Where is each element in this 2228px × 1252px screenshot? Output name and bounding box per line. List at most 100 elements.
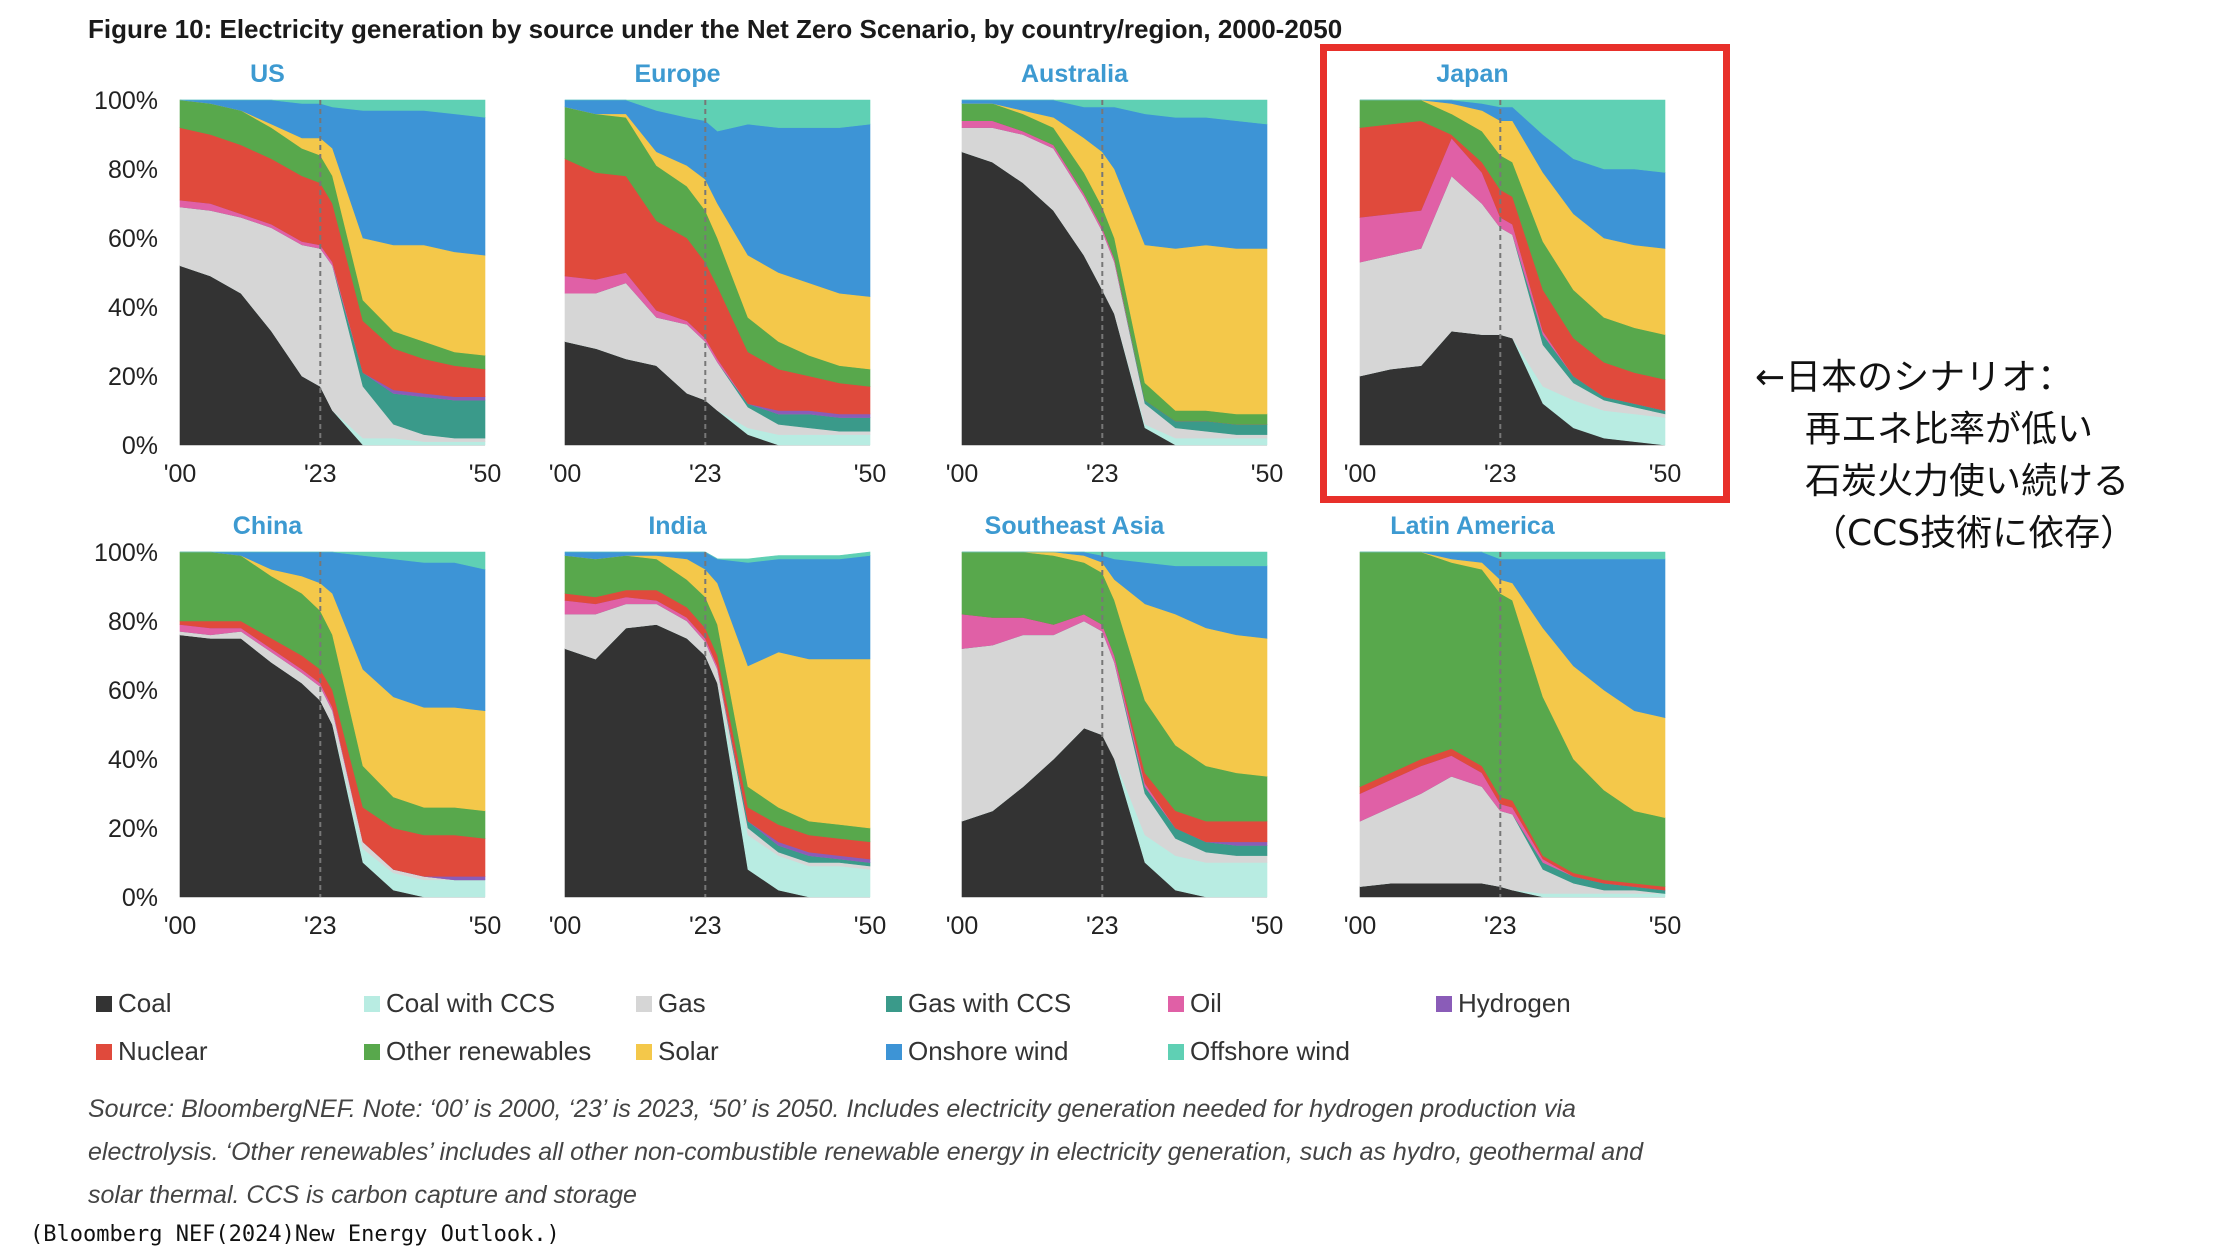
legend-label: Hydrogen	[1458, 988, 1571, 1018]
figure-title: Figure 10: Electricity generation by sou…	[88, 14, 1343, 44]
xtick-southeast-asia-0: '00	[946, 912, 979, 940]
legend-item-offshore-wind: Offshore wind	[1168, 1036, 1350, 1067]
xtick-india-2: '50	[854, 912, 887, 940]
ytick-china-1: 20%	[108, 815, 158, 843]
legend-swatch	[96, 1043, 112, 1060]
xtick-japan-2: '50	[1649, 460, 1682, 488]
charts-grid: US 0% 20% 40% 60% 80% 100% '00 '23 '50 Europe '00 '2…	[94, 60, 1682, 940]
legend-label: Gas	[658, 988, 706, 1018]
legend-label: Coal with CCS	[386, 988, 556, 1018]
xtick-australia-2: '50	[1251, 460, 1284, 488]
citation: (Bloomberg NEF(2024)New Energy Outlook.)	[30, 1222, 560, 1247]
xtick-southeast-asia-1: '23	[1086, 912, 1119, 940]
ytick-us-3: 60%	[108, 225, 158, 253]
legend-swatch	[886, 995, 902, 1012]
area-europe-offshore-wind	[565, 99, 871, 132]
xtick-australia-0: '00	[946, 460, 979, 488]
xtick-latin-america-2: '50	[1649, 912, 1682, 940]
panel-title-japan: Japan	[1436, 60, 1508, 88]
ytick-china-2: 40%	[108, 746, 158, 774]
area-southeast-asia-offshore-wind	[962, 551, 1268, 567]
legend-swatch	[364, 1043, 380, 1060]
legend-swatch	[636, 1043, 652, 1060]
legend-item-hydrogen: Hydrogen	[1436, 988, 1571, 1019]
panel-title-europe: Europe	[634, 60, 720, 88]
xtick-europe-1: '23	[689, 460, 722, 488]
annotation-line-2: 再エネ比率が低い	[1805, 409, 2094, 450]
source-note: Source: BloombergNEF. Note: ‘00’ is 2000…	[88, 1095, 1644, 1209]
legend-item-coal: Coal	[96, 988, 171, 1019]
ytick-us-1: 20%	[108, 363, 158, 391]
panel-title-china: China	[233, 512, 304, 540]
xtick-japan-0: '00	[1344, 460, 1377, 488]
panel-us: US 0% 20% 40% 60% 80% 100% '00 '23 '50	[94, 60, 501, 488]
area-china-offshore-wind	[180, 551, 486, 570]
legend-swatch	[636, 995, 652, 1012]
legend-swatch	[1168, 1043, 1184, 1060]
xtick-china-1: '23	[304, 912, 337, 940]
panel-japan: Japan '00 '23 '50	[1344, 60, 1682, 488]
panel-title-southeast-asia: Southeast Asia	[985, 512, 1166, 540]
legend-swatch	[1436, 995, 1452, 1012]
xtick-us-2: '50	[469, 460, 502, 488]
xtick-india-0: '00	[549, 912, 582, 940]
legend-label: Onshore wind	[908, 1036, 1069, 1066]
area-latin-america-offshore-wind	[1360, 551, 1666, 560]
xtick-southeast-asia-2: '50	[1251, 912, 1284, 940]
area-us-offshore-wind	[180, 99, 486, 118]
xtick-latin-america-0: '00	[1344, 912, 1377, 940]
legend-label: Other renewables	[386, 1036, 592, 1066]
panel-southeast-asia: Southeast Asia '00 '23 '50	[946, 512, 1284, 940]
panel-title-australia: Australia	[1021, 60, 1129, 88]
panel-europe: Europe '00 '23 '50	[549, 60, 887, 488]
panel-title-us: US	[250, 60, 285, 88]
panel-latin-america: Latin America '00 '23 '50	[1344, 512, 1682, 940]
annotation-line-4: （CCS技術に依存）	[1811, 513, 2137, 554]
legend-item-gas: Gas	[636, 988, 706, 1019]
ytick-us-0: 0%	[122, 432, 158, 460]
xtick-australia-1: '23	[1086, 460, 1119, 488]
ytick-china-4: 80%	[108, 608, 158, 636]
xtick-china-0: '00	[164, 912, 197, 940]
legend: Coal Coal with CCS Gas Gas with CCS Oil Hydro…	[96, 988, 1656, 1088]
legend-swatch	[886, 1043, 902, 1060]
panel-india: India '00 '23 '50	[549, 512, 887, 940]
legend-swatch	[1168, 995, 1184, 1012]
legend-item-onshore-wind: Onshore wind	[886, 1036, 1068, 1067]
legend-item-gas-with-ccs: Gas with CCS	[886, 988, 1071, 1019]
ytick-us-2: 40%	[108, 294, 158, 322]
legend-item-solar: Solar	[636, 1036, 719, 1067]
japan-highlight-box	[1320, 44, 1730, 503]
panel-australia: Australia '00 '23 '50	[946, 60, 1284, 488]
xtick-europe-2: '50	[854, 460, 887, 488]
xtick-latin-america-1: '23	[1484, 912, 1517, 940]
panel-title-latin-america: Latin America	[1390, 512, 1556, 540]
legend-swatch	[364, 995, 380, 1012]
legend-label: Solar	[658, 1036, 719, 1066]
panel-china: China 0% 20% 40% 60% 80% 100% '00 '23 '50	[94, 512, 501, 940]
area-india-offshore-wind	[565, 551, 871, 563]
xtick-europe-0: '00	[549, 460, 582, 488]
legend-item-oil: Oil	[1168, 988, 1222, 1019]
xtick-us-0: '00	[164, 460, 197, 488]
legend-label: Coal	[118, 988, 172, 1018]
ytick-china-5: 100%	[94, 539, 158, 567]
annotation-line-1: ←日本のシナリオ：	[1755, 357, 2074, 398]
legend-item-coal-with-ccs: Coal with CCS	[364, 988, 555, 1019]
xtick-india-1: '23	[689, 912, 722, 940]
ytick-china-3: 60%	[108, 677, 158, 705]
area-japan-offshore-wind	[1360, 99, 1666, 173]
annotation: ←日本のシナリオ： 再エネ比率が低い 石炭火力使い続ける （CCS技術に依存）	[1755, 352, 2136, 560]
legend-swatch	[96, 995, 112, 1012]
panel-title-india: India	[648, 512, 707, 540]
legend-label: Gas with CCS	[908, 988, 1072, 1018]
ytick-china-0: 0%	[122, 884, 158, 912]
legend-label: Offshore wind	[1190, 1036, 1350, 1066]
legend-label: Oil	[1190, 988, 1222, 1018]
ytick-us-4: 80%	[108, 156, 158, 184]
legend-item-other-renewables: Other renewables	[364, 1036, 591, 1067]
ytick-us-5: 100%	[94, 87, 158, 115]
area-australia-offshore-wind	[962, 99, 1268, 125]
annotation-line-3: 石炭火力使い続ける	[1805, 461, 2130, 502]
legend-label: Nuclear	[118, 1036, 208, 1066]
